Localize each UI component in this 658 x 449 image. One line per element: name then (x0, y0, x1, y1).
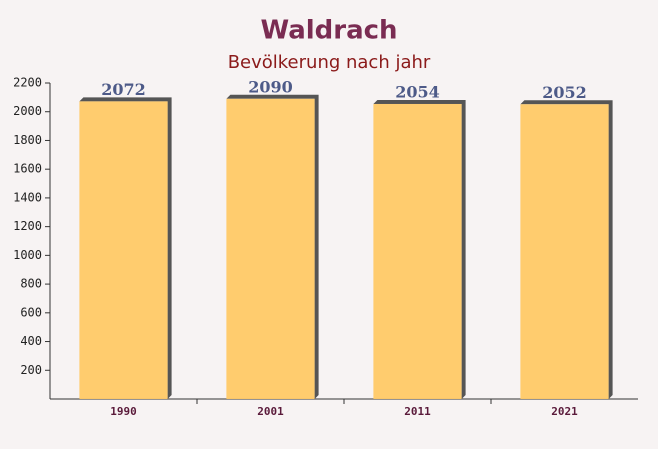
y-tick-label: 1800 (13, 133, 42, 147)
y-tick-label: 1200 (13, 219, 42, 233)
chart-subtitle: Bevölkerung nach jahr (228, 52, 431, 73)
bar (520, 104, 609, 399)
y-tick-label: 2000 (13, 104, 42, 118)
y-tick-label: 1600 (13, 162, 42, 176)
bar (373, 103, 462, 399)
y-tick-label: 2200 (13, 76, 42, 90)
chart-title: Waldrach (260, 16, 397, 46)
y-tick-label: 1400 (13, 190, 42, 204)
y-tick-label: 800 (20, 277, 42, 291)
y-tick-label: 200 (20, 363, 42, 377)
value-label: 2072 (101, 80, 146, 99)
bar (79, 101, 168, 400)
y-tick-label: 1000 (13, 248, 42, 262)
x-tick-label: 2011 (404, 405, 431, 418)
bar (226, 98, 315, 400)
value-label: 2090 (248, 77, 293, 96)
x-tick-label: 1990 (110, 405, 137, 418)
x-tick-label: 2001 (257, 405, 284, 418)
y-tick-label: 400 (20, 334, 42, 348)
value-label: 2052 (542, 83, 587, 102)
value-label: 2054 (395, 82, 440, 101)
y-tick-label: 600 (20, 305, 42, 319)
x-tick-label: 2021 (551, 405, 578, 418)
